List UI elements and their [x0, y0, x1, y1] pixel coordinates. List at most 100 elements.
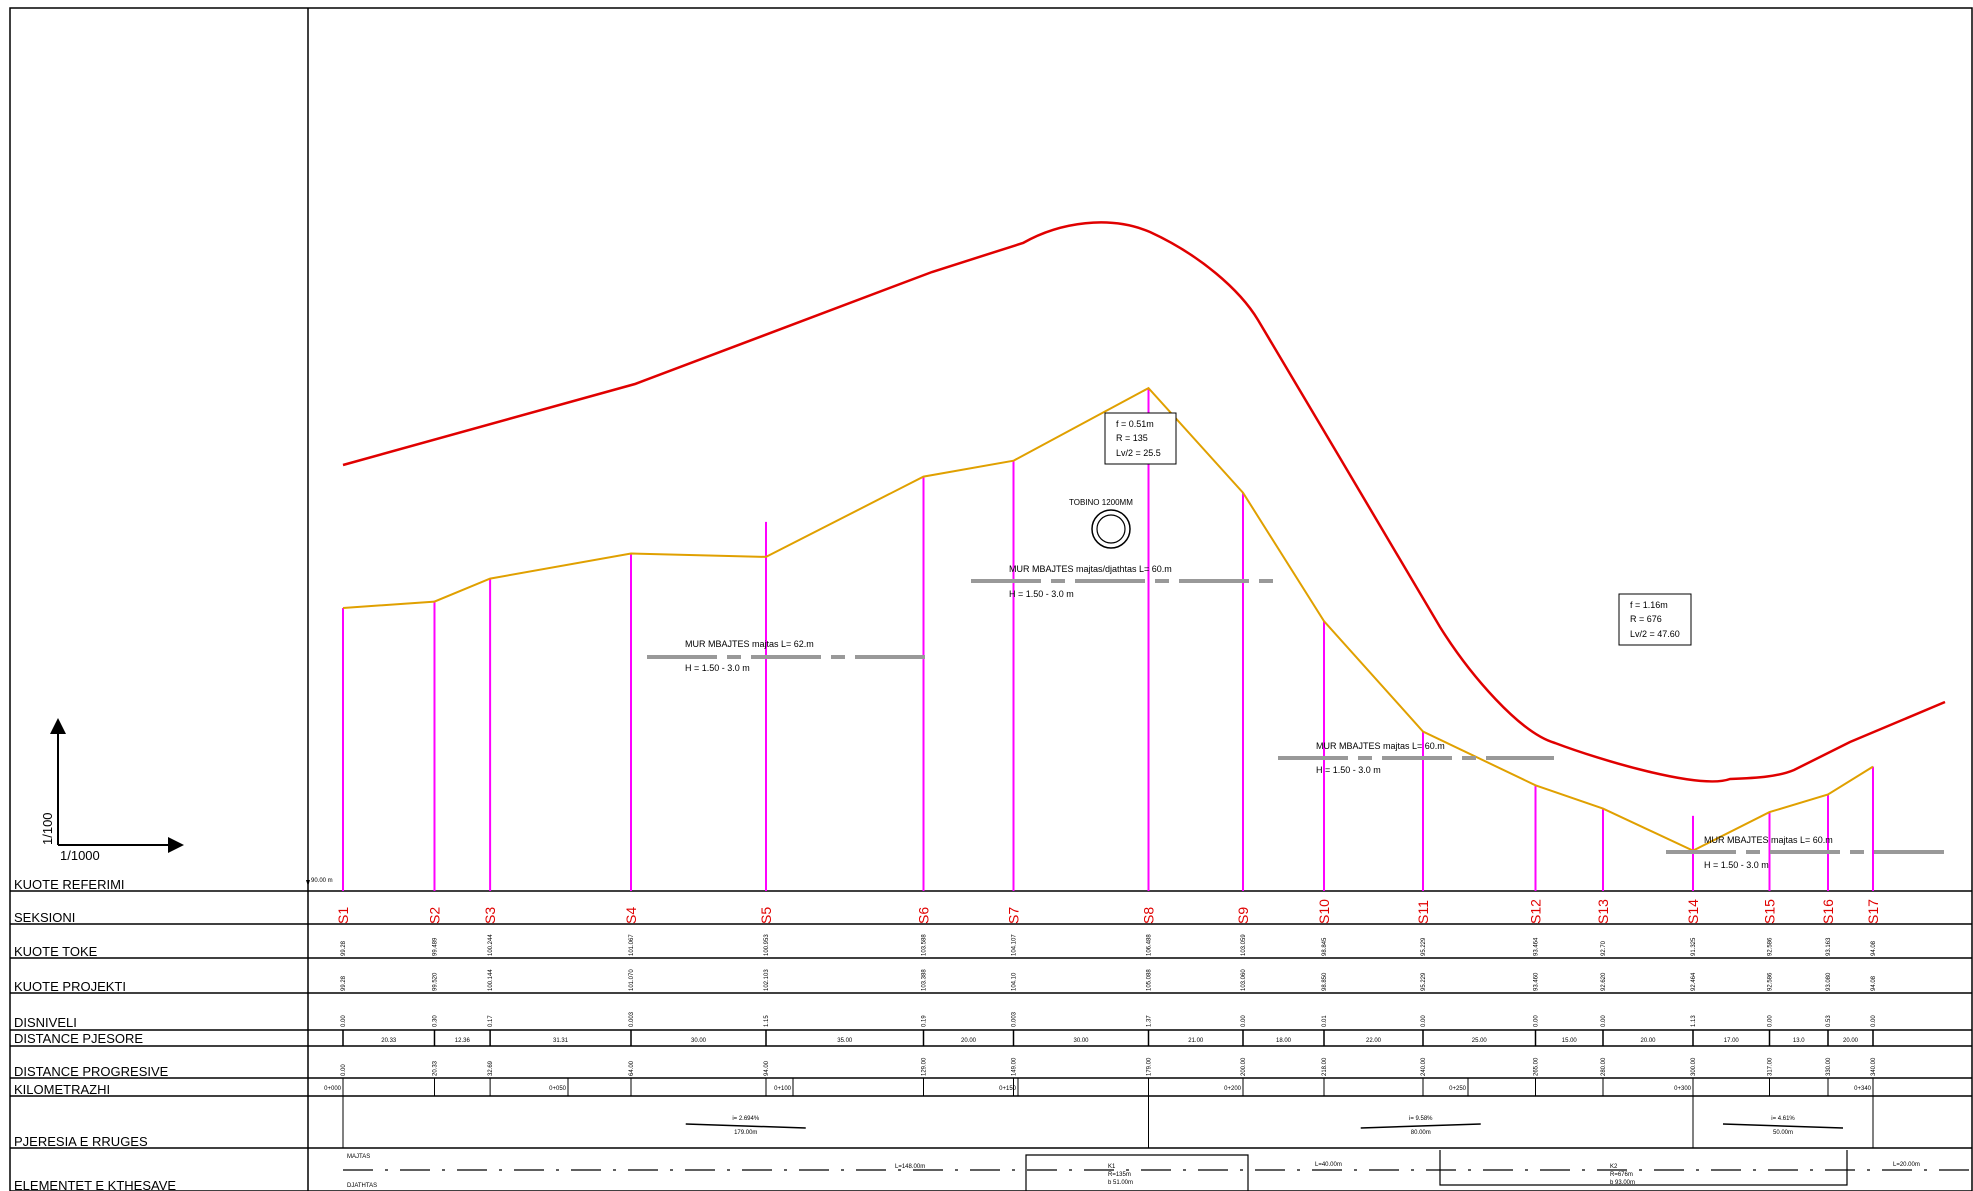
curve2-r: R = 676 [1630, 614, 1662, 624]
slope-line [1722, 1123, 1844, 1129]
curve1-r: R = 135 [1116, 433, 1148, 443]
section-label: S11 [1415, 900, 1431, 924]
wall2-label: MUR MBAJTES majtas/djathtas L= 60.m [1009, 564, 1172, 574]
vertical-scale: 1/100 [40, 812, 55, 845]
curve1-name: K1 [1108, 1164, 1116, 1170]
chainage-label: 0+000 [324, 1086, 342, 1092]
chainage-label: 0+340 [1854, 1086, 1872, 1092]
project-profile-line [342, 221, 1946, 783]
progressive-distance-value: 149.00 [1012, 1057, 1018, 1076]
partial-distance-value: 30.00 [1073, 1038, 1089, 1044]
slope-line [685, 1123, 806, 1129]
height-difference-value: 1.15 [764, 1015, 770, 1027]
row-title-kilometrazhi: KILOMETRAZHI [14, 1082, 110, 1097]
curve-right-label: DJATHTAS [347, 1183, 377, 1189]
ground-elevation-value: 99.28 [341, 940, 347, 956]
height-difference-value: 0.00 [341, 1015, 347, 1027]
height-difference-value: 0.17 [488, 1015, 494, 1027]
chainage-label: 0+150 [999, 1086, 1017, 1092]
scale-indicator: 1/100 1/1000 [40, 718, 184, 863]
slope-length: 50.00m [1773, 1130, 1793, 1136]
section-label: S9 [1235, 907, 1251, 924]
wall3-height: H = 1.50 - 3.0 m [1316, 765, 1381, 775]
row-title-seksioni: SEKSIONI [14, 910, 75, 925]
project-elevation-value: 104.10 [1012, 972, 1018, 991]
partial-distance-value: 20.00 [1843, 1038, 1859, 1044]
curve2-f: f = 1.16m [1630, 600, 1668, 610]
culvert-marker: TOBINO 1200MM [1069, 498, 1133, 549]
progressive-distance-value: 240.00 [1421, 1057, 1427, 1076]
reference-level-marker: 90.00 m [306, 878, 333, 889]
partial-distance-value: 21.00 [1188, 1038, 1204, 1044]
curve1-lv: Lv/2 = 25.5 [1116, 448, 1161, 458]
curve1-parameters: f = 0.51m R = 135 Lv/2 = 25.5 [1104, 412, 1177, 465]
partial-distance-value: 22.00 [1366, 1038, 1382, 1044]
ground-elevation-value: 100.953 [764, 934, 770, 956]
ground-elevation-value: 100.244 [488, 934, 494, 956]
partial-distance-value: 13.0 [1793, 1038, 1805, 1044]
curve1-b: b 51.00m [1108, 1180, 1133, 1186]
curve2-b: b 93.00m [1610, 1180, 1635, 1186]
ground-elevation-value: 95.229 [1421, 937, 1427, 956]
row-title-distance-progresive: DISTANCE PROGRESIVE [14, 1064, 169, 1079]
ground-elevation-value: 103.588 [922, 934, 928, 956]
chainage-label: 0+200 [1224, 1086, 1242, 1092]
curve2-radius: R=676m [1610, 1172, 1633, 1178]
height-difference-value: 0.00 [1421, 1015, 1427, 1027]
height-difference-value: 0.00 [1601, 1015, 1607, 1027]
drawing-frame [9, 7, 1973, 1191]
curve1-f: f = 0.51m [1116, 419, 1154, 429]
ground-elevation-value: 92.586 [1768, 937, 1774, 956]
section-label: S17 [1865, 899, 1881, 924]
progressive-distance-value: 300.00 [1691, 1057, 1697, 1076]
project-elevation-value: 103.060 [1241, 969, 1247, 991]
progressive-distance-value: 32.69 [488, 1060, 494, 1076]
ground-elevation-value: 99.489 [432, 937, 438, 956]
section-label: S16 [1820, 899, 1836, 924]
slope-percent: i= 2.694% [732, 1116, 760, 1122]
progressive-distance-value: 0.00 [341, 1064, 347, 1076]
section-label: S5 [758, 907, 774, 924]
project-elevation-value: 92.464 [1691, 972, 1697, 991]
height-difference-value: 0.003 [629, 1011, 635, 1027]
progressive-distance-value: 94.00 [764, 1060, 770, 1076]
row-title-disniveli: DISNIVELI [14, 1015, 77, 1030]
slope-percent: i= 4.61% [1771, 1116, 1795, 1122]
partial-distance-value: 20.00 [1640, 1038, 1656, 1044]
straight1-length: L=148.00m [895, 1164, 925, 1170]
project-elevation-value: 99.28 [341, 975, 347, 991]
height-difference-value: 0.003 [1012, 1011, 1018, 1027]
project-elevation-value: 102.103 [764, 969, 770, 991]
row-title-kuote-toke: KUOTE TOKE [14, 944, 98, 959]
ground-elevation-value: 106.488 [1147, 934, 1153, 956]
row-title-kuote-referimi: KUOTE REFERIMI [14, 877, 125, 892]
data-table-content: S1 99.28 99.28 0.00 0.00 S2 99.489 99.520 0.30 20… [324, 899, 1881, 1096]
curve-elements-row: MAJTAS DJATHTAS L=148.00m K1 R=135m b 51.00m L… [343, 1150, 1972, 1191]
section-label: S1 [335, 907, 351, 924]
project-elevation-value: 98.850 [1322, 972, 1328, 991]
partial-distance-value: 18.00 [1276, 1038, 1292, 1044]
straight2-length: L=40.00m [1315, 1162, 1342, 1168]
ground-elevation-value: 103.059 [1241, 934, 1247, 956]
height-difference-value: 0.53 [1826, 1015, 1832, 1027]
height-difference-value: 0.00 [1768, 1015, 1774, 1027]
project-elevation-value: 105.088 [1147, 969, 1153, 991]
straight3-length: L=20.00m [1893, 1162, 1920, 1168]
curve2-bracket [1439, 1150, 1848, 1186]
progressive-distance-value: 280.00 [1601, 1057, 1607, 1076]
project-elevation-value: 92.586 [1768, 972, 1774, 991]
height-difference-value: 0.00 [1241, 1015, 1247, 1027]
partial-distance-value: 30.00 [691, 1038, 707, 1044]
chainage-label: 0+100 [774, 1086, 792, 1092]
height-difference-value: 0.19 [922, 1015, 928, 1027]
section-label: S15 [1762, 899, 1778, 924]
ground-elevation-value: 91.325 [1691, 937, 1697, 956]
section-label: S7 [1006, 907, 1022, 924]
section-label: S2 [426, 907, 442, 924]
data-table-grid [10, 890, 1972, 1149]
project-elevation-value: 99.520 [432, 972, 438, 991]
partial-distance-value: 25.00 [1472, 1038, 1488, 1044]
section-label: S10 [1316, 899, 1332, 924]
section-label: S8 [1141, 907, 1157, 924]
progressive-distance-value: 218.00 [1322, 1057, 1328, 1076]
